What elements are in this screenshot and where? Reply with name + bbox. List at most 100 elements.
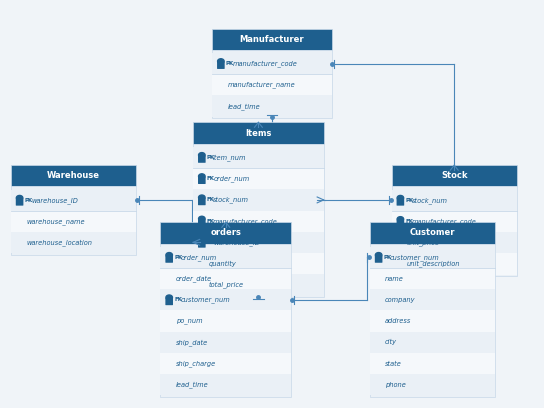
FancyBboxPatch shape [212, 53, 332, 74]
Text: FK: FK [405, 219, 413, 224]
FancyBboxPatch shape [212, 74, 332, 95]
Text: orders: orders [211, 228, 241, 237]
Text: manufacturer_code: manufacturer_code [412, 218, 477, 225]
Text: Stock: Stock [441, 171, 467, 180]
Text: FK: FK [207, 219, 215, 224]
FancyBboxPatch shape [193, 122, 324, 144]
Text: order_num: order_num [181, 254, 217, 261]
FancyBboxPatch shape [198, 177, 206, 184]
Text: customer_num: customer_num [181, 297, 230, 303]
Text: PK: PK [405, 198, 413, 203]
Text: PK: PK [207, 155, 215, 160]
FancyBboxPatch shape [370, 289, 495, 310]
FancyBboxPatch shape [370, 332, 495, 353]
FancyBboxPatch shape [160, 353, 291, 374]
Text: Warehouse: Warehouse [47, 171, 100, 180]
FancyBboxPatch shape [212, 95, 332, 117]
Circle shape [199, 153, 205, 157]
FancyBboxPatch shape [193, 144, 324, 297]
FancyBboxPatch shape [217, 62, 225, 69]
FancyBboxPatch shape [198, 219, 206, 226]
Text: warehouse_ID: warehouse_ID [31, 197, 78, 204]
Text: ship_date: ship_date [176, 339, 208, 346]
Text: stock_num: stock_num [412, 197, 448, 204]
Text: state: state [385, 361, 402, 366]
FancyBboxPatch shape [370, 310, 495, 332]
FancyBboxPatch shape [397, 198, 404, 206]
Circle shape [199, 216, 205, 221]
Text: stock_num: stock_num [213, 197, 249, 203]
Text: manufacturer_code: manufacturer_code [213, 218, 278, 224]
FancyBboxPatch shape [392, 186, 517, 276]
FancyBboxPatch shape [370, 353, 495, 374]
Text: PK: PK [24, 198, 33, 203]
Text: order_date: order_date [176, 275, 212, 282]
FancyBboxPatch shape [160, 268, 291, 289]
FancyBboxPatch shape [11, 232, 136, 253]
Text: ship_charge: ship_charge [176, 360, 216, 367]
Text: po_num: po_num [176, 318, 202, 324]
Text: PK: PK [384, 255, 392, 260]
FancyBboxPatch shape [165, 298, 173, 305]
Text: quantity: quantity [208, 261, 236, 266]
FancyBboxPatch shape [193, 232, 324, 253]
FancyBboxPatch shape [193, 211, 324, 232]
Text: manufacturer_code: manufacturer_code [232, 60, 297, 67]
Text: FK: FK [207, 176, 215, 181]
FancyBboxPatch shape [160, 332, 291, 353]
FancyBboxPatch shape [193, 253, 324, 274]
FancyBboxPatch shape [193, 147, 324, 168]
Circle shape [218, 59, 224, 64]
FancyBboxPatch shape [375, 255, 382, 263]
FancyBboxPatch shape [392, 165, 517, 186]
Circle shape [375, 253, 382, 257]
FancyBboxPatch shape [370, 374, 495, 395]
FancyBboxPatch shape [160, 289, 291, 310]
FancyBboxPatch shape [11, 165, 136, 186]
Text: warehouse_ID: warehouse_ID [213, 239, 260, 246]
FancyBboxPatch shape [370, 244, 495, 397]
FancyBboxPatch shape [160, 244, 291, 397]
Text: FK: FK [207, 240, 215, 245]
Text: warehouse_location: warehouse_location [26, 239, 92, 246]
Text: unit_description: unit_description [407, 261, 460, 267]
FancyBboxPatch shape [11, 211, 136, 232]
Text: PK: PK [226, 61, 234, 66]
FancyBboxPatch shape [193, 168, 324, 189]
FancyBboxPatch shape [370, 222, 495, 244]
Circle shape [166, 253, 172, 257]
Text: lead_time: lead_time [227, 103, 260, 109]
FancyBboxPatch shape [165, 255, 173, 263]
Text: customer_num: customer_num [390, 254, 440, 261]
Text: lead_time: lead_time [176, 381, 208, 388]
FancyBboxPatch shape [193, 274, 324, 295]
Text: phone: phone [385, 382, 406, 388]
FancyBboxPatch shape [16, 198, 23, 206]
FancyBboxPatch shape [160, 374, 291, 395]
Circle shape [199, 174, 205, 179]
FancyBboxPatch shape [160, 222, 291, 244]
FancyBboxPatch shape [392, 211, 517, 232]
FancyBboxPatch shape [212, 29, 332, 50]
FancyBboxPatch shape [392, 190, 517, 211]
FancyBboxPatch shape [212, 50, 332, 118]
Text: PK: PK [174, 255, 182, 260]
Circle shape [397, 217, 404, 222]
Circle shape [199, 237, 205, 242]
FancyBboxPatch shape [11, 190, 136, 211]
FancyBboxPatch shape [370, 247, 495, 268]
FancyBboxPatch shape [160, 310, 291, 332]
Text: Items: Items [245, 129, 271, 137]
Text: order_num: order_num [213, 175, 250, 182]
Circle shape [199, 195, 205, 200]
Text: total_price: total_price [208, 282, 244, 288]
FancyBboxPatch shape [392, 232, 517, 253]
FancyBboxPatch shape [370, 268, 495, 289]
Text: unit_price: unit_price [407, 239, 440, 246]
Text: item_num: item_num [213, 154, 247, 161]
Text: FK: FK [174, 297, 182, 302]
Text: name: name [385, 276, 404, 282]
FancyBboxPatch shape [11, 186, 136, 255]
Text: city: city [385, 339, 397, 345]
FancyBboxPatch shape [397, 220, 404, 227]
